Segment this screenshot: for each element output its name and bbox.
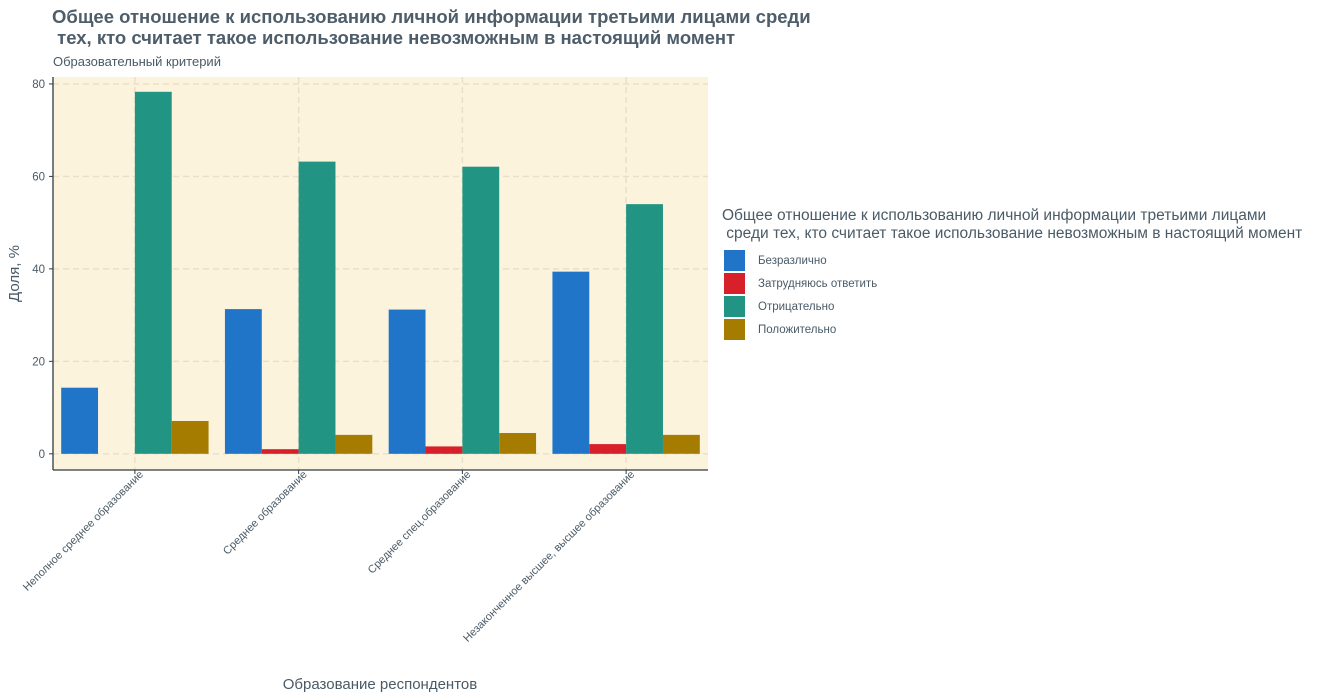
legend-label: Отрицательно: [758, 300, 835, 313]
bar: [388, 309, 426, 454]
bar: [61, 387, 99, 454]
bar: [626, 204, 663, 454]
bar: [171, 420, 209, 454]
legend-label: Безразлично: [758, 254, 827, 267]
bar: [261, 449, 299, 454]
x-axis-title: Образование респондентов: [283, 676, 477, 693]
x-tick-label: Среднее образование: [221, 469, 310, 558]
series-3: [134, 91, 663, 454]
x-tick-label: Неполное среднее образование: [21, 469, 146, 594]
bar: [589, 444, 627, 454]
y-tick-label: 0: [39, 449, 45, 461]
bar: [499, 433, 537, 454]
x-tick-label: Среднее спец.образование: [366, 469, 474, 577]
bar: [335, 434, 373, 454]
series-1: [61, 271, 590, 454]
bar: [298, 161, 336, 454]
legend-key: [724, 273, 745, 294]
bar: [134, 91, 172, 454]
legend-key: [724, 296, 745, 317]
bar: [662, 434, 700, 454]
y-tick-label: 40: [32, 264, 45, 276]
bar: [425, 446, 463, 454]
bar: [224, 309, 262, 454]
bar: [552, 271, 590, 454]
legend-key: [724, 250, 745, 271]
legend-item: Безразлично: [722, 249, 1302, 272]
legend-item: Затрудняюсь ответить: [722, 272, 1302, 295]
legend-item: Положительно: [722, 318, 1302, 341]
y-tick-label: 80: [32, 79, 45, 91]
series-4: [171, 420, 700, 454]
series-2: [261, 444, 627, 454]
y-tick-label: 60: [32, 171, 45, 183]
legend-title: Общее отношение к использованию личной и…: [722, 207, 1303, 242]
y-tick-label: 20: [32, 356, 45, 368]
legend: Общее отношение к использованию личной и…: [722, 207, 1302, 341]
chart-subtitle: Образовательный критерий: [53, 54, 221, 69]
legend-label: Затрудняюсь ответить: [758, 277, 878, 290]
legend-key: [724, 319, 745, 340]
x-tick-label: Незаконченное высшее, высшее образование: [461, 469, 637, 645]
chart-title: Общее отношение к использованию личной и…: [52, 6, 811, 48]
y-axis-title: Доля, %: [6, 245, 23, 302]
legend-label: Положительно: [758, 323, 837, 336]
legend-items: Безразлично Затрудняюсь ответить Отрицател…: [722, 249, 1302, 341]
bar: [462, 166, 500, 454]
legend-item: Отрицательно: [722, 295, 1302, 318]
